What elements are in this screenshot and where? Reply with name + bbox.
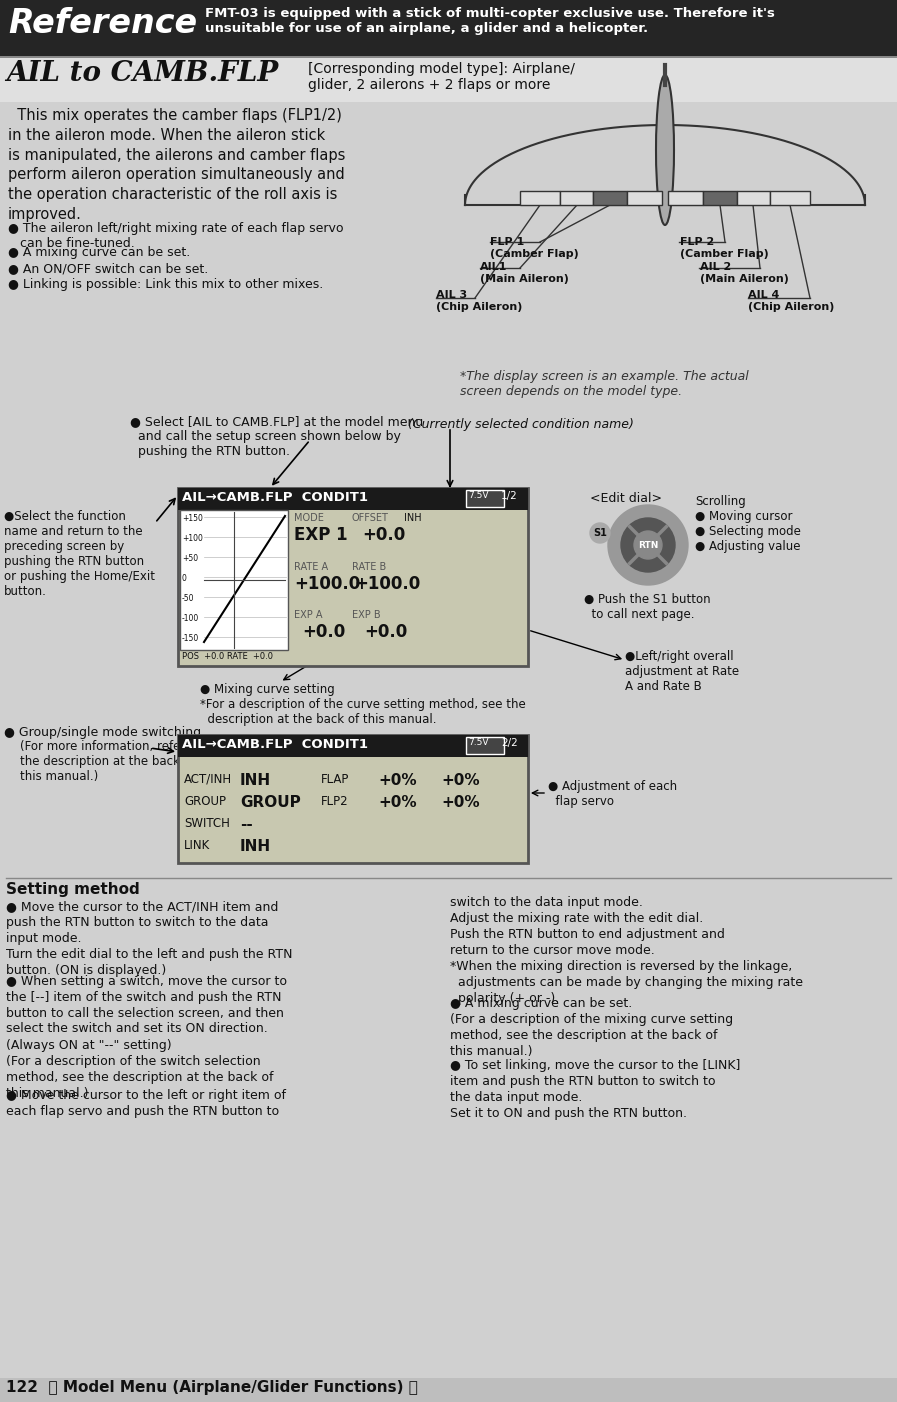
Text: ●Left/right overall
adjustment at Rate
A and Rate B: ●Left/right overall adjustment at Rate A…: [625, 651, 739, 693]
Text: ● Move the cursor to the ACT/INH item and
push the RTN button to switch to the d: ● Move the cursor to the ACT/INH item an…: [6, 900, 292, 977]
Text: ● Move the cursor to the left or right item of
each flap servo and push the RTN : ● Move the cursor to the left or right i…: [6, 1089, 286, 1119]
Text: AIL 4
(Chip Aileron): AIL 4 (Chip Aileron): [748, 290, 834, 311]
Text: <Edit dial>: <Edit dial>: [590, 492, 662, 505]
Bar: [0, 0, 897, 56]
Text: FLAP: FLAP: [321, 773, 349, 787]
Text: ●Select the function
name and return to the
preceding screen by
pushing the RTN : ●Select the function name and return to …: [4, 510, 155, 599]
Text: FLP 2
(Camber Flap): FLP 2 (Camber Flap): [680, 237, 769, 258]
Text: +0%: +0%: [441, 795, 480, 810]
Text: ● A mixing curve can be set.
(For a description of the mixing curve setting
meth: ● A mixing curve can be set. (For a desc…: [450, 997, 733, 1059]
Text: AIL 3
(Chip Aileron): AIL 3 (Chip Aileron): [436, 290, 522, 311]
Text: +0.0: +0.0: [362, 526, 405, 544]
Text: LINK: LINK: [184, 838, 210, 852]
Text: EXP 1: EXP 1: [294, 526, 348, 544]
Text: FLP 1
(Camber Flap): FLP 1 (Camber Flap): [490, 237, 579, 258]
Bar: [770, 191, 810, 205]
Text: 2/2: 2/2: [501, 737, 518, 749]
Text: RATE B: RATE B: [352, 562, 387, 572]
Text: +100.0: +100.0: [354, 575, 421, 593]
Text: --: --: [240, 817, 253, 831]
Text: (For more information, refer to
the description at the back of
this manual.): (For more information, refer to the desc…: [20, 740, 201, 782]
Text: +0.0: +0.0: [364, 622, 407, 641]
Bar: [0, 57, 897, 102]
Text: ● To set linking, move the cursor to the [LINK]
item and push the RTN button to : ● To set linking, move the cursor to the…: [450, 1059, 740, 1120]
Text: ● Push the S1 button
  to call next page.: ● Push the S1 button to call next page.: [584, 593, 710, 621]
Text: AIL1
(Main Aileron): AIL1 (Main Aileron): [480, 262, 569, 283]
Text: +150: +150: [182, 515, 203, 523]
Text: ● An ON/OFF switch can be set.: ● An ON/OFF switch can be set.: [8, 262, 208, 275]
Text: Setting method: Setting method: [6, 882, 140, 897]
Bar: [466, 491, 504, 508]
Text: FLP2: FLP2: [321, 795, 349, 808]
Text: AIL 2
(Main Aileron): AIL 2 (Main Aileron): [700, 262, 788, 283]
Text: AIL→CAMB.FLP  CONDIT1: AIL→CAMB.FLP CONDIT1: [182, 491, 368, 503]
Text: ● Selecting mode: ● Selecting mode: [695, 524, 801, 538]
Text: GROUP: GROUP: [184, 795, 226, 808]
Text: [Corresponding model type]: Airplane/
glider, 2 ailerons + 2 flaps or more: [Corresponding model type]: Airplane/ gl…: [308, 62, 575, 93]
Text: RATE A: RATE A: [294, 562, 328, 572]
Bar: [520, 191, 560, 205]
Text: +0.0: +0.0: [302, 622, 345, 641]
Text: MODE: MODE: [294, 513, 324, 523]
Text: POS  +0.0 RATE  +0.0: POS +0.0 RATE +0.0: [182, 652, 273, 660]
Bar: [178, 735, 528, 757]
Text: OFFSET: OFFSET: [352, 513, 389, 523]
Text: ● Mixing curve setting
*For a description of the curve setting method, see the
 : ● Mixing curve setting *For a descriptio…: [200, 683, 526, 726]
Text: S1: S1: [593, 529, 607, 538]
Text: -150: -150: [182, 634, 199, 644]
Text: ● Group/single mode switching: ● Group/single mode switching: [4, 726, 201, 739]
Text: switch to the data input mode.
Adjust the mixing rate with the edit dial.
Push t: switch to the data input mode. Adjust th…: [450, 896, 803, 1005]
Text: ● Moving cursor: ● Moving cursor: [695, 510, 793, 523]
Text: Scrolling: Scrolling: [695, 495, 745, 508]
Text: +50: +50: [182, 554, 198, 564]
Text: ● Adjusting value: ● Adjusting value: [695, 540, 800, 552]
Text: -50: -50: [182, 594, 195, 603]
Text: ACT/INH: ACT/INH: [184, 773, 232, 787]
Text: 7.5V: 7.5V: [468, 491, 489, 501]
Bar: [178, 735, 528, 864]
Text: ● Select [AIL to CAMB.FLP] at the model menu
  and call the setup screen shown b: ● Select [AIL to CAMB.FLP] at the model …: [130, 415, 423, 458]
Text: AIL to CAMB.FLP: AIL to CAMB.FLP: [6, 60, 278, 87]
Text: 1/2: 1/2: [501, 491, 518, 501]
Text: ● Linking is possible: Link this mix to other mixes.: ● Linking is possible: Link this mix to …: [8, 278, 323, 292]
Text: SWITCH: SWITCH: [184, 817, 230, 830]
Text: +0%: +0%: [378, 795, 416, 810]
Text: LEFT: LEFT: [326, 760, 353, 773]
Bar: [0, 1378, 897, 1402]
Text: INH: INH: [240, 773, 271, 788]
Circle shape: [590, 523, 610, 543]
Text: ● The aileron left/right mixing rate of each flap servo
   can be fine-tuned.: ● The aileron left/right mixing rate of …: [8, 222, 344, 250]
Text: +100.0: +100.0: [294, 575, 361, 593]
Text: +100: +100: [182, 534, 203, 543]
Bar: [703, 191, 737, 205]
Text: +0%: +0%: [378, 773, 416, 788]
Text: INH: INH: [404, 513, 422, 523]
Text: 122  ＜ Model Menu (Airplane/Glider Functions) ＞: 122 ＜ Model Menu (Airplane/Glider Functi…: [6, 1380, 418, 1395]
Text: *The display screen is an example. The actual
screen depends on the model type.: *The display screen is an example. The a…: [460, 370, 749, 398]
Text: 7.5V: 7.5V: [468, 737, 489, 747]
Bar: [668, 191, 703, 205]
Bar: [627, 191, 662, 205]
Text: This mix operates the camber flaps (FLP1/2)
in the aileron mode. When the ailero: This mix operates the camber flaps (FLP1…: [8, 108, 345, 222]
Text: INH: INH: [240, 838, 271, 854]
Text: EXP A: EXP A: [294, 610, 323, 620]
Bar: [178, 488, 528, 666]
Bar: [178, 488, 528, 510]
Text: +0%: +0%: [441, 773, 480, 788]
Text: -100: -100: [182, 614, 199, 622]
Bar: [0, 56, 897, 57]
Bar: [466, 737, 504, 754]
Text: FMT-03 is equipped with a stick of multi-copter exclusive use. Therefore it's
un: FMT-03 is equipped with a stick of multi…: [205, 7, 775, 35]
Text: GROUP: GROUP: [240, 795, 300, 810]
Text: RTN: RTN: [638, 541, 658, 550]
Text: RIGHT: RIGHT: [396, 760, 432, 773]
Text: AIL→CAMB.FLP  CONDIT1: AIL→CAMB.FLP CONDIT1: [182, 737, 368, 751]
Text: ● When setting a switch, move the cursor to
the [--] item of the switch and push: ● When setting a switch, move the cursor…: [6, 974, 287, 1099]
Bar: [737, 191, 770, 205]
Bar: [180, 510, 288, 651]
Bar: [593, 191, 627, 205]
Circle shape: [621, 517, 675, 572]
Text: 0: 0: [182, 573, 187, 583]
Circle shape: [608, 505, 688, 585]
Ellipse shape: [656, 74, 674, 224]
